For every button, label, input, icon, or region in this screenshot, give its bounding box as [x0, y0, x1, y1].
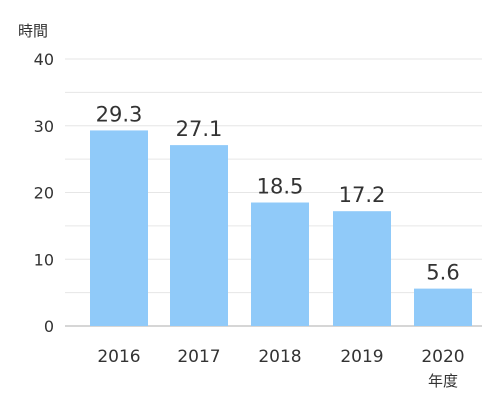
y-tick-label: 0 — [44, 317, 54, 336]
x-tick-label: 2017 — [177, 347, 220, 367]
y-axis-unit-label: 時間 — [18, 22, 49, 40]
y-tick-label: 30 — [34, 117, 54, 136]
x-tick-label: 2018 — [258, 347, 301, 367]
bar — [414, 288, 472, 326]
x-tick-label: 2020 — [421, 347, 464, 367]
x-tick-label: 2016 — [97, 347, 140, 367]
y-tick-label: 40 — [34, 50, 54, 69]
y-tick-label: 10 — [34, 250, 54, 269]
bar — [333, 211, 391, 326]
x-axis-unit-label: 年度 — [428, 372, 458, 390]
bar — [90, 130, 148, 326]
y-tick-label: 20 — [34, 184, 54, 203]
data-label: 27.1 — [176, 117, 223, 141]
x-tick-label: 2019 — [340, 347, 383, 367]
bar — [251, 202, 309, 326]
data-label: 17.2 — [339, 183, 386, 207]
bar — [170, 145, 228, 326]
data-label: 18.5 — [257, 175, 304, 199]
data-label: 5.6 — [426, 261, 459, 285]
data-label: 29.3 — [96, 102, 143, 126]
